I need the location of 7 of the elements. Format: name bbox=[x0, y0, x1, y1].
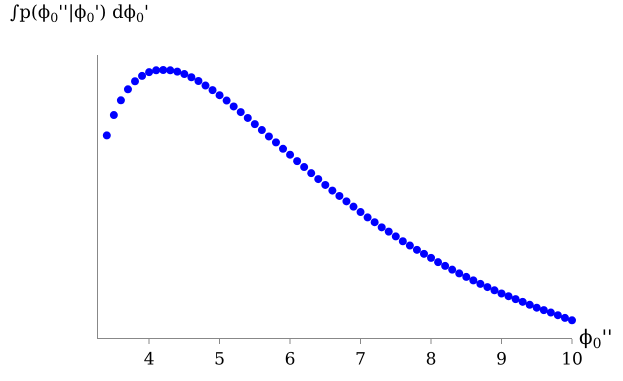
x-tick-label: 9 bbox=[496, 349, 507, 370]
x-tick-label: 6 bbox=[284, 349, 296, 370]
x-tick-label: 7 bbox=[355, 349, 366, 370]
x-tick-label: 4 bbox=[144, 349, 155, 370]
x-tick-label: 8 bbox=[426, 349, 436, 370]
x-tick-label: 5 bbox=[214, 349, 225, 370]
y-axis-title: ∫p(ϕ$_{0}$''|ϕ$_{0}$') dϕ$_{0}$' bbox=[10, 2, 149, 25]
